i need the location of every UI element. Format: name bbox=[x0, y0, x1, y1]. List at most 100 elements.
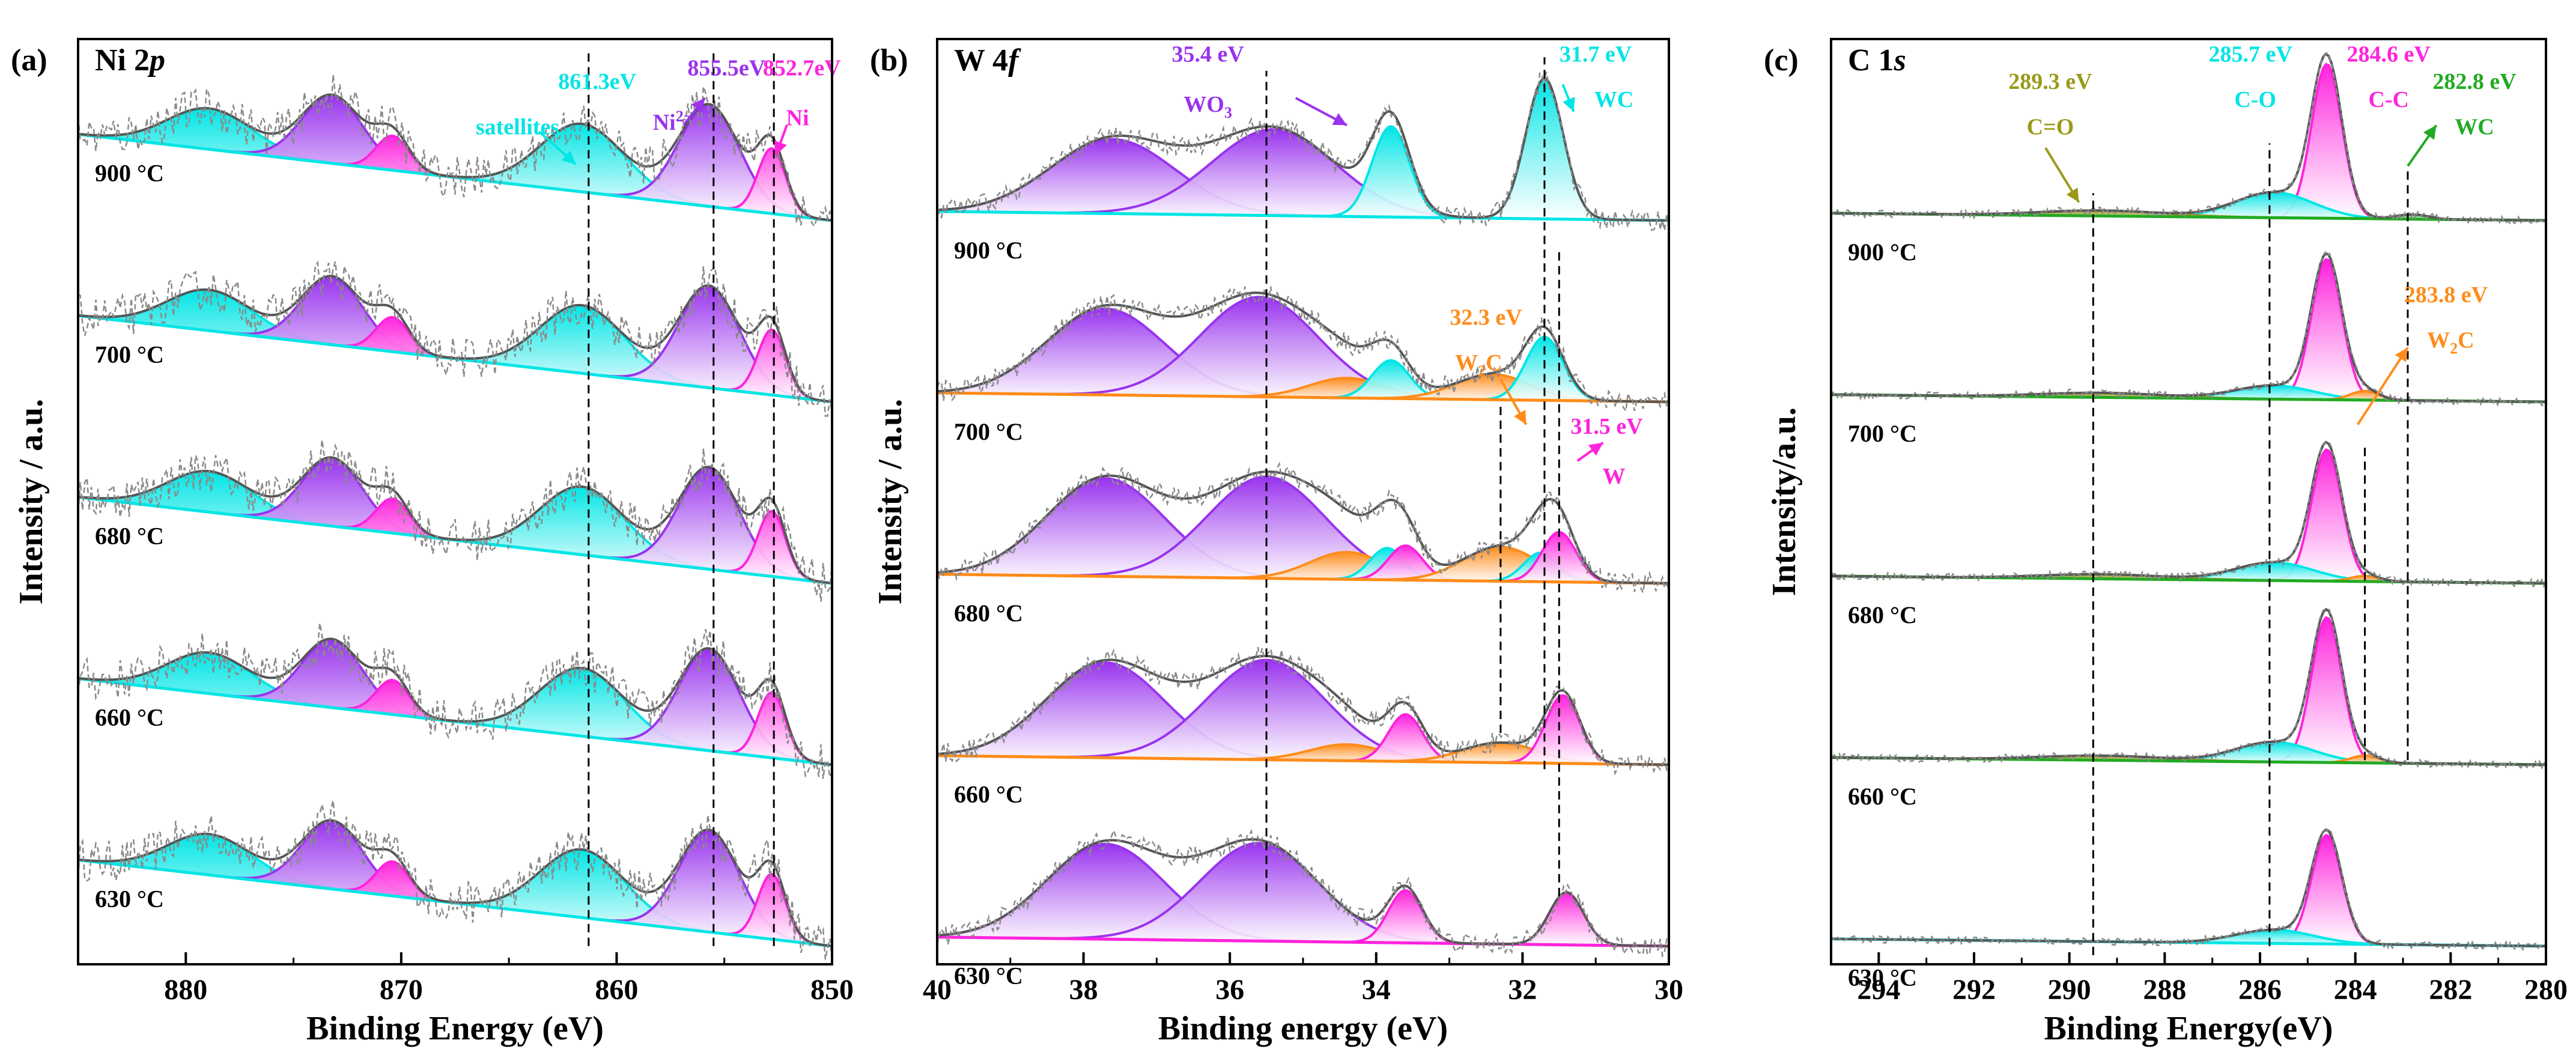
fit-envelope bbox=[1831, 607, 2546, 766]
temperature-label: 900 °C bbox=[954, 237, 1023, 264]
x-tick-label: 282 bbox=[2429, 974, 2472, 1006]
temperature-label: 700 °C bbox=[1848, 420, 1917, 447]
baseline bbox=[937, 573, 1669, 585]
fit-envelope bbox=[1831, 828, 2546, 947]
x-tick-label: 880 bbox=[164, 974, 207, 1006]
peak-annotation: 855.5eV bbox=[687, 55, 765, 81]
raw-data bbox=[78, 622, 832, 780]
temperature-label: 630 °C bbox=[954, 962, 1023, 990]
peak-Ni2+-fill bbox=[78, 649, 832, 765]
spectrum-630C bbox=[1831, 827, 2546, 952]
fit-envelope bbox=[937, 838, 1669, 947]
temperature-label: 680 °C bbox=[95, 522, 164, 549]
peak-WC-fill bbox=[937, 553, 1669, 583]
raw-data bbox=[78, 800, 832, 960]
temperature-label: 680 °C bbox=[1848, 601, 1917, 628]
x-tick-label: 284 bbox=[2334, 974, 2377, 1006]
x-tick-label: 32 bbox=[1508, 974, 1537, 1006]
raw-data bbox=[1831, 52, 2546, 225]
temperature-label: 660 °C bbox=[954, 781, 1023, 808]
raw-data bbox=[937, 461, 1669, 595]
peak-annotation: 283.8 eV bbox=[2404, 282, 2488, 308]
peak-annotation: Ni bbox=[786, 105, 809, 130]
spectrum-900C bbox=[78, 74, 832, 228]
y-axis-title: Intensity / a.u. bbox=[872, 399, 909, 604]
panel-1: 630 °C 660 °C 680 °C 700 °C 900 °C 861.3eV sat… bbox=[11, 38, 854, 1047]
peak-annotation: 32.3 eV bbox=[1450, 305, 1522, 330]
annotation-arrow-head bbox=[2423, 125, 2437, 140]
fit-envelope bbox=[78, 93, 832, 222]
peak-W-fill bbox=[937, 892, 1669, 946]
annotation-arrow-head bbox=[1332, 113, 1347, 126]
x-tick-label: 850 bbox=[810, 974, 854, 1006]
x-tick-label: 38 bbox=[1069, 974, 1098, 1006]
peak-annotation: Ni2− bbox=[653, 108, 693, 135]
raw-data bbox=[937, 71, 1669, 231]
peak-W2C-fill bbox=[937, 374, 1669, 402]
fit-envelope bbox=[1831, 440, 2546, 585]
spectrum-700C bbox=[78, 260, 832, 417]
temperature-label: 660 °C bbox=[95, 704, 164, 731]
temperature-label: 900 °C bbox=[1848, 239, 1917, 266]
temperature-label: 660 °C bbox=[1848, 783, 1917, 810]
panel-3: 630 °C 660 °C 680 °C 700 °C 900 °C 289.3 eV C=… bbox=[1764, 38, 2568, 1047]
fit-envelope bbox=[78, 456, 832, 585]
temperature-label: 680 °C bbox=[954, 600, 1023, 627]
annotation-arrow-head bbox=[691, 98, 705, 113]
baseline bbox=[937, 391, 1669, 404]
fit-envelope bbox=[78, 637, 832, 766]
peak-C-C-fill bbox=[1831, 617, 2546, 765]
peak-annotation: C-C bbox=[2368, 87, 2409, 112]
spectrum-680C bbox=[78, 440, 832, 602]
spectrum-700C bbox=[937, 286, 1669, 413]
annotation-arrow-head bbox=[2395, 347, 2408, 362]
annotation-arrow-head bbox=[774, 140, 787, 156]
peak-annotation: 282.8 eV bbox=[2432, 69, 2517, 94]
x-tick-label: 292 bbox=[1952, 974, 1996, 1006]
peak-annotation: WC bbox=[1594, 87, 1633, 112]
annotation-arrow-head bbox=[1588, 442, 1603, 456]
peak-annotation: WC bbox=[2455, 115, 2494, 140]
peak-annotation: 285.7 eV bbox=[2208, 42, 2292, 67]
x-tick-label: 870 bbox=[380, 974, 423, 1006]
panel-2: 630 °C 660 °C 680 °C 700 °C 900 °C 35.4 eV 31.… bbox=[870, 38, 1683, 1047]
y-axis-title: Intensity / a.u. bbox=[13, 399, 50, 604]
peak-Ni2+-fill bbox=[78, 105, 832, 220]
plot-frame bbox=[77, 38, 833, 965]
peak-annotation: satellites bbox=[476, 115, 559, 140]
spectrum-680C bbox=[1831, 440, 2546, 589]
peak-Ni2+-fill bbox=[78, 286, 832, 402]
fit-envelope bbox=[937, 291, 1669, 403]
peak-C-C-fill bbox=[1831, 835, 2546, 946]
x-tick-label: 288 bbox=[2143, 974, 2186, 1006]
annotation-arrow-shaft bbox=[2356, 347, 2409, 425]
raw-data bbox=[1831, 251, 2546, 407]
peak-W2C-fill bbox=[937, 743, 1669, 765]
spectrum-630C bbox=[78, 800, 832, 960]
peak-WO3-fill bbox=[937, 478, 1669, 583]
peak-annotation: WO3 bbox=[1183, 92, 1232, 121]
peak-annotation: 31.5 eV bbox=[1570, 414, 1643, 439]
peak-W2C-fill bbox=[937, 378, 1669, 402]
x-tick-label: 294 bbox=[1857, 974, 1900, 1006]
raw-data bbox=[1831, 609, 2546, 770]
peak-WO3-fill bbox=[937, 297, 1669, 402]
plot-frame bbox=[1830, 38, 2547, 965]
spectrum-900C bbox=[1831, 52, 2546, 225]
x-axis-title: Binding Energy(eV) bbox=[2044, 1010, 2333, 1047]
spectrum-700C bbox=[1831, 251, 2546, 407]
raw-data bbox=[78, 260, 832, 417]
baseline bbox=[937, 754, 1669, 767]
x-axis-title: Binding energy (eV) bbox=[1158, 1010, 1448, 1047]
raw-data bbox=[1831, 441, 2546, 589]
annotation-arrow-head bbox=[2066, 187, 2079, 202]
raw-data bbox=[937, 647, 1669, 776]
peak-WO3-fill bbox=[937, 662, 1669, 765]
peak-annotation: 289.3 eV bbox=[2008, 69, 2092, 94]
peak-annotation: 35.4 eV bbox=[1172, 42, 1245, 67]
plot-area bbox=[78, 74, 832, 960]
peak-C-C-line bbox=[1831, 448, 2546, 585]
raw-data bbox=[937, 286, 1669, 413]
peak-annotation: 31.7 eV bbox=[1560, 42, 1632, 67]
x-tick-label: 280 bbox=[2524, 974, 2568, 1006]
